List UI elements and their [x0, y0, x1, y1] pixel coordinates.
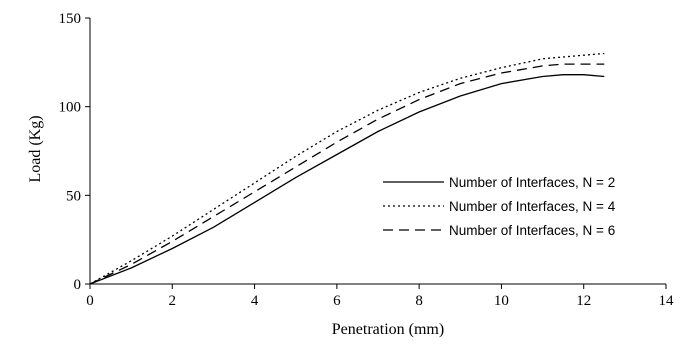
series-line-3 [89, 63, 605, 285]
y-tick-label: 150 [59, 11, 82, 27]
x-tick-label: 14 [659, 293, 675, 309]
x-tick-label: 0 [86, 293, 94, 309]
x-tick-label: 4 [251, 293, 259, 309]
legend: Number of Interfaces, N = 2 Number of Int… [383, 175, 616, 238]
y-tick-label: 100 [59, 100, 82, 116]
legend-label-3: Number of Interfaces, N = 6 [449, 223, 615, 238]
series-line-2 [89, 52, 605, 285]
y-tick-label: 0 [74, 277, 82, 293]
axes [89, 18, 666, 285]
x-axis-title: Penetration (mm) [332, 321, 444, 338]
legend-label-2: Number of Interfaces, N = 4 [449, 199, 616, 214]
legend-label-1: Number of Interfaces, N = 2 [449, 175, 615, 190]
x-tick-label: 6 [333, 293, 341, 309]
series-line-1 [89, 74, 605, 285]
tick-marks [85, 17, 667, 289]
x-tick-label: 2 [169, 293, 177, 309]
x-tick-label: 12 [576, 293, 591, 309]
x-tick-label: 8 [415, 293, 423, 309]
y-axis-title: Load (Kg) [27, 115, 44, 182]
tick-labels: 0 2 4 6 8 10 12 14 0 50 100 150 [59, 11, 675, 309]
y-tick-label: 50 [66, 188, 81, 204]
x-tick-label: 10 [494, 293, 509, 309]
series-lines [89, 52, 605, 285]
